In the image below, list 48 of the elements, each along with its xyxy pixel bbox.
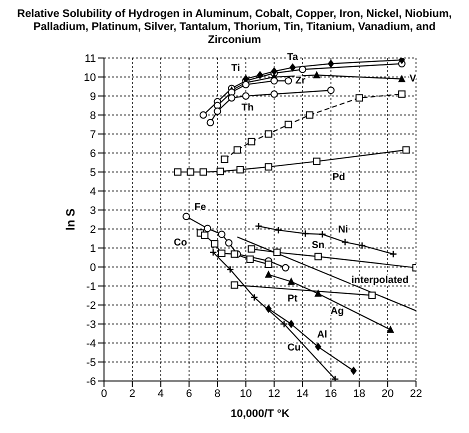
y-tick-label: 1 (90, 242, 96, 255)
series-label: Co (174, 237, 188, 248)
y-tick-label: 4 (90, 186, 96, 198)
y-tick-label: -6 (86, 376, 96, 388)
y-tick-label: -4 (86, 338, 96, 350)
y-tick-label: 3 (90, 204, 96, 217)
series-label: Ti (231, 62, 240, 74)
series-label: Pt (287, 294, 298, 305)
series-label: Ag (330, 306, 344, 318)
x-tick-label: 10 (240, 388, 252, 400)
y-tick-label: 0 (90, 262, 96, 274)
y-tick-label: -2 (86, 300, 96, 312)
series-label: Pd (332, 172, 346, 183)
y-tick-label: 6 (90, 148, 96, 160)
x-tick-label: 18 (353, 388, 366, 400)
y-tick-label: 10 (84, 72, 96, 84)
series-label: Cu (287, 342, 301, 354)
x-tick-label: 0 (100, 388, 108, 400)
series-label: V (409, 73, 416, 84)
y-tick-label: 8 (90, 110, 96, 122)
series-label: interpolated (351, 275, 409, 286)
x-tick-label: 12 (268, 388, 280, 400)
series-label: Zr (295, 75, 306, 86)
x-tick-label: 2 (129, 388, 136, 400)
y-tick-label: -5 (86, 356, 96, 369)
series-label: Fe (194, 202, 207, 213)
y-tick-label: 11 (84, 52, 96, 65)
x-tick-label: 8 (214, 388, 221, 400)
x-tick-label: 6 (186, 388, 192, 400)
x-tick-label: 14 (296, 388, 309, 400)
y-tick-label: 2 (90, 224, 96, 236)
y-axis-title: ln S (63, 208, 78, 231)
y-tick-label: -1 (86, 280, 96, 293)
x-tick-label: 16 (324, 388, 338, 400)
series-label: Sn (312, 240, 325, 252)
series-label: Th (242, 102, 254, 114)
y-tick-label: 7 (90, 128, 96, 141)
x-tick-label: 22 (410, 388, 422, 400)
y-tick-label: 5 (90, 166, 96, 179)
y-tick-label: 9 (90, 90, 96, 103)
x-axis-title: 10,000/T °K (230, 408, 290, 420)
x-tick-label: 4 (158, 388, 164, 400)
y-tick-label: -3 (86, 318, 96, 331)
series-label: Ta (287, 52, 299, 63)
chart-title: Relative Solubility of Hydrogen in Aluminum, Cobalt, Copper, Iron, Nickel, Niobium, Palladium, Platinum, Silver, Tantalum, Thorium, Tin, Titanium, Vanadium, and Zirconium (16, 8, 453, 48)
series-label: Al (317, 329, 328, 340)
series-label: Ni (338, 224, 348, 236)
x-tick-label: 20 (382, 388, 394, 400)
